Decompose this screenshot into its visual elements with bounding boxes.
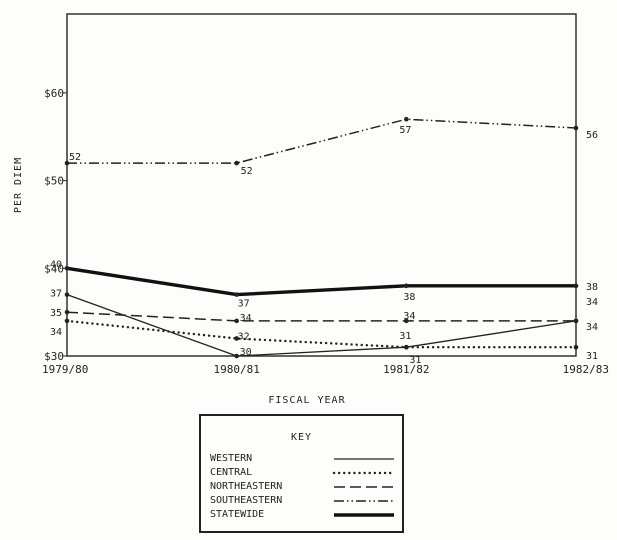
plot-frame: [66, 13, 577, 357]
data-point-southeastern: [64, 160, 70, 166]
legend-title: KEY: [290, 432, 313, 443]
data-label-western: 31: [399, 331, 411, 342]
data-label-southeastern: 52: [69, 152, 81, 163]
data-point-northeastern: [234, 318, 239, 324]
data-point-northeastern: [64, 309, 70, 315]
legend-label: SOUTHEASTERN: [210, 495, 283, 506]
legend-item-statewide: STATEWIDE: [210, 508, 396, 522]
legend: KEY WESTERN CENTRAL NORTHEASTERN SOUTHEA…: [199, 414, 404, 533]
data-label-northeastern: 34: [240, 313, 252, 324]
x-tick-label: 1979/80: [42, 363, 88, 376]
data-label-statewide: 40: [50, 259, 62, 270]
data-point-central: [573, 344, 579, 350]
data-point-central: [234, 336, 239, 341]
y-axis-ticks: $30 $40 $50 $60: [44, 87, 67, 363]
data-point-northeastern: [404, 318, 409, 324]
series-line-central: [65, 319, 578, 349]
legend-label: NORTHEASTERN: [210, 481, 283, 492]
data-label-central: 34: [50, 327, 62, 338]
series-line-western: [66, 293, 577, 357]
data-label-western: 30: [240, 347, 252, 358]
x-axis-ticks: 1979/80 1980/81 1981/82 1982/83: [42, 363, 609, 376]
data-label-southeastern: 52: [241, 166, 253, 177]
x-tick-label: 1981/82: [383, 363, 429, 376]
data-point-southeastern: [573, 125, 579, 131]
legend-swatch-central: [332, 471, 396, 475]
legend-label: CENTRAL: [210, 467, 253, 478]
y-tick-label: $60: [44, 87, 64, 100]
data-point-southeastern: [404, 116, 409, 122]
data-point-central: [404, 344, 409, 350]
data-label-statewide: 38: [586, 282, 598, 293]
series-line-statewide: [65, 266, 578, 297]
series-line-northeastern: [66, 311, 576, 322]
legend-swatch-statewide: [334, 513, 394, 517]
legend-item-northeastern: NORTHEASTERN: [210, 480, 396, 494]
y-tick-label: $40: [44, 262, 64, 275]
data-label-northeastern: 34: [586, 297, 598, 308]
series-line-southeastern: [67, 118, 577, 164]
legend-swatch-southeastern: [334, 500, 394, 502]
data-label-central: 31: [409, 355, 421, 366]
data-label-statewide: 37: [238, 299, 250, 310]
data-label-layer: 37 30 31 34 34 32 31 31 35 34 34 34 52 52 57 56 40 37 38 38: [50, 125, 598, 366]
x-tick-label: 1982/83: [563, 363, 609, 376]
legend-item-western: WESTERN: [210, 452, 396, 466]
data-point-statewide: [404, 283, 409, 289]
data-point-northeastern: [573, 318, 579, 324]
legend-item-southeastern: SOUTHEASTERN: [210, 494, 396, 508]
data-label-southeastern: 56: [586, 130, 598, 141]
y-tick-label: $50: [44, 175, 64, 188]
y-tick-label: $30: [44, 350, 64, 363]
data-label-central: 31: [586, 351, 598, 362]
data-label-northeastern: 35: [50, 308, 62, 319]
series-layer: [64, 116, 579, 359]
data-label-central: 32: [238, 331, 250, 342]
data-label-western: 34: [586, 322, 598, 333]
data-label-southeastern: 57: [399, 125, 411, 136]
data-point-western: [234, 353, 239, 359]
data-point-western: [64, 292, 70, 297]
data-label-northeastern: 34: [403, 311, 415, 322]
legend-label: STATEWIDE: [210, 509, 265, 520]
x-tick-label: 1980/81: [213, 363, 259, 376]
chart-svg: $30 $40 $50 $60 1979/80 1980/81 1981/82 1982/8…: [13, 13, 609, 406]
data-label-western: 37: [50, 289, 62, 300]
x-axis-title: FISCAL YEAR: [268, 395, 345, 406]
legend-label: WESTERN: [210, 453, 253, 464]
legend-item-central: CENTRAL: [210, 466, 396, 480]
legend-swatch-northeastern: [334, 486, 394, 488]
data-point-statewide: [234, 292, 239, 297]
data-point-central: [64, 318, 70, 324]
y-axis-title: PER DIEM: [13, 157, 24, 213]
data-point-statewide: [573, 283, 579, 289]
data-label-statewide: 38: [403, 292, 415, 303]
data-point-southeastern: [234, 160, 239, 166]
data-point-statewide: [64, 266, 70, 271]
legend-swatch-western: [334, 458, 394, 460]
